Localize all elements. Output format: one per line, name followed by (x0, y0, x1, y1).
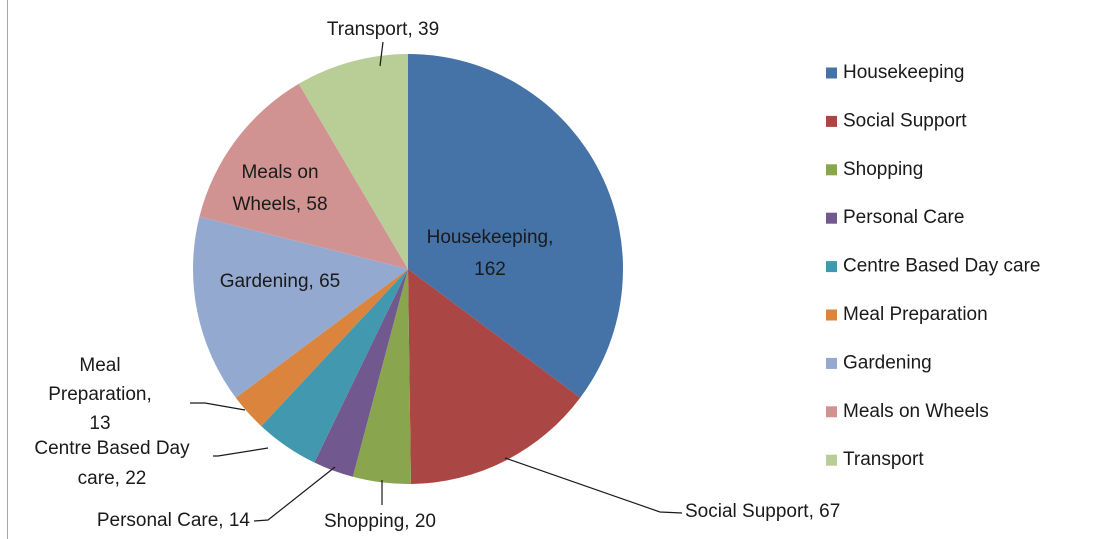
legend-label: Centre Based Day care (843, 256, 1041, 277)
data-label: Transport, 39 (327, 19, 439, 40)
legend-label: Gardening (843, 352, 932, 373)
data-label: Social Support, 67 (685, 501, 840, 522)
legend-swatch (826, 309, 837, 321)
legend-label: Shopping (843, 159, 923, 180)
legend-swatch (826, 261, 837, 273)
legend-swatch (826, 115, 837, 127)
pie-slice (314, 269, 408, 477)
data-label: Meals on Wheels, 58 (232, 162, 327, 215)
legend-label: Meals on Wheels (843, 401, 989, 422)
legend-label: Social Support (843, 110, 967, 131)
pie-slice (235, 269, 408, 427)
leader-line (190, 402, 246, 411)
leader-line (504, 457, 683, 514)
data-label: Centre Based Day care, 22 (34, 438, 190, 489)
pie-slice (408, 54, 624, 398)
legend-swatch (826, 164, 837, 176)
legend-label: Housekeeping (843, 62, 964, 83)
legend-swatch (826, 406, 837, 418)
leader-line (379, 41, 384, 67)
data-label: Shopping, 20 (324, 511, 436, 532)
data-label: Personal Care, 14 (97, 510, 251, 531)
legend-swatch (826, 357, 837, 369)
legend-label: Meal Preparation (843, 304, 988, 325)
legend-label: Transport (843, 449, 924, 470)
pie-slice (192, 216, 408, 398)
pie-slice (352, 269, 411, 484)
leader-line (213, 447, 269, 457)
data-label: Housekeeping, 162 (427, 227, 554, 280)
legend-label: Personal Care (843, 207, 964, 228)
pie-slice (261, 269, 408, 463)
pie-slice (298, 54, 408, 269)
data-label: Meal Preparation, 13 (48, 355, 152, 434)
legend-swatch (826, 212, 837, 224)
pie-slice (199, 83, 408, 270)
leader-line (253, 466, 336, 522)
pie-slice (408, 269, 581, 484)
legend-swatch (826, 454, 837, 466)
data-label: Gardening, 65 (220, 271, 340, 292)
legend-swatch (826, 67, 837, 79)
